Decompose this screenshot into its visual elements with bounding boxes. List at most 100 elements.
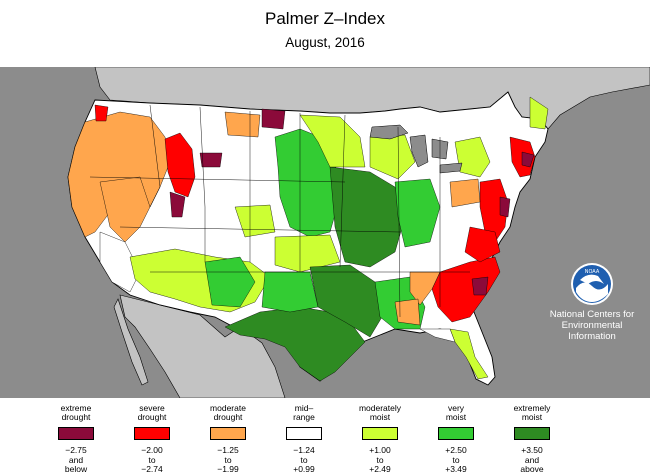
- region-montana-moderate-drought: [224, 111, 261, 138]
- legend-range: −2.00 to −2.74: [114, 445, 190, 475]
- legend-range-line: −2.00: [141, 445, 163, 455]
- legend-swatch: [438, 427, 474, 440]
- legend-range-line: +2.49: [369, 464, 391, 474]
- ncei-line-3: Information: [568, 331, 616, 342]
- baja-peninsula: [113, 298, 149, 386]
- region-northeast-severe-drought: [479, 178, 509, 243]
- region-ohio-valley-very-moist: [394, 178, 441, 248]
- legend-range-line: +0.99: [293, 464, 315, 474]
- legend-label-line: moist: [369, 412, 391, 422]
- region-newmexico-very-moist: [204, 256, 256, 308]
- legend-label: extremely moist: [494, 404, 570, 424]
- region-alabama-moderate-drought: [394, 298, 421, 326]
- legend-label-line: severe: [139, 403, 165, 413]
- legend-label-line: drought: [213, 412, 243, 422]
- legend-label-line: extremely: [513, 403, 551, 413]
- state-borders: [89, 104, 470, 318]
- region-california-white: [99, 231, 141, 293]
- ncei-agency-name: National Centers for Environmental Infor…: [534, 309, 650, 342]
- legend-label: severe drought: [114, 404, 190, 424]
- legend-item: very moist +2.50 to +3.49: [418, 404, 494, 475]
- legend-label-line: extreme: [60, 403, 92, 413]
- legend-range-line: to: [452, 454, 460, 465]
- region-upper-midwest-moderately-moist: [299, 114, 366, 168]
- legend-range: +2.50 to +3.49: [418, 445, 494, 475]
- region-east-texas-extremely-moist: [309, 264, 386, 338]
- legend-label-line: range: [293, 412, 315, 422]
- legend-label-line: drought: [137, 412, 167, 422]
- legend-range-line: −1.25: [217, 445, 239, 455]
- legend-range-line: to: [148, 454, 156, 465]
- legend-range-line: +2.50: [445, 445, 467, 455]
- legend-label: extreme drought: [38, 404, 114, 424]
- region-maine-moderately-moist: [529, 96, 549, 130]
- legend-range-line: −1.99: [217, 464, 239, 474]
- region-colorado-moderately-moist: [234, 204, 276, 238]
- legend-range-line: +3.50: [521, 445, 543, 455]
- legend-range-line: below: [64, 464, 88, 474]
- legend-range-line: −1.24: [293, 445, 315, 455]
- legend-range-line: and: [68, 454, 84, 465]
- legend-swatch: [58, 427, 94, 440]
- legend-swatch: [362, 427, 398, 440]
- legend-range-line: to: [376, 454, 384, 465]
- legend-swatch: [134, 427, 170, 440]
- region-nd-extreme-drought: [261, 108, 286, 130]
- region-wyoming-extreme-drought: [199, 152, 223, 168]
- legend-swatch: [210, 427, 246, 440]
- legend-range-line: +3.49: [445, 464, 467, 474]
- legend-label: moderate drought: [190, 404, 266, 424]
- legend-item: extreme drought −2.75 and below: [38, 404, 114, 475]
- legend-range: +1.00 to +2.49: [342, 445, 418, 475]
- legend-item: mid– range −1.24 to +0.99: [266, 404, 342, 475]
- map-subtitle: August, 2016: [285, 35, 365, 50]
- legend-range-line: and: [524, 454, 540, 465]
- legend-range: −1.25 to −1.99: [190, 445, 266, 475]
- legend-item: extremely moist +3.50 and above: [494, 404, 570, 475]
- legend-swatch: [514, 427, 550, 440]
- legend-item: moderately moist +1.00 to +2.49: [342, 404, 418, 475]
- legend-swatch: [286, 427, 322, 440]
- legend: extreme drought −2.75 and below severe drought…: [0, 398, 650, 475]
- legend-label: moderately moist: [342, 404, 418, 424]
- legend-label-line: moderately: [358, 403, 402, 413]
- noaa-branding: NOAA National Centers for Environmental …: [534, 262, 650, 342]
- legend-label-line: mid–: [294, 403, 314, 413]
- ncei-line-2: Environmental: [561, 320, 623, 331]
- legend-range-line: to: [224, 454, 232, 465]
- region-florida-panhandle-white: [419, 328, 456, 343]
- legend-range-line: above: [520, 464, 544, 474]
- legend-range: −1.24 to +0.99: [266, 445, 342, 475]
- region-oklahoma-very-moist: [261, 271, 319, 313]
- region-idaho-extreme-drought: [169, 191, 186, 218]
- noaa-logo: NOAA: [571, 263, 613, 305]
- legend-label-line: drought: [61, 412, 91, 422]
- mexico-land: [119, 294, 286, 398]
- legend-label: very moist: [418, 404, 494, 424]
- region-midwest-extremely-moist: [329, 166, 406, 268]
- region-sc-extreme-drought: [471, 276, 489, 296]
- legend-label-line: moist: [521, 412, 543, 422]
- region-newengland-extreme-drought: [521, 151, 535, 168]
- region-pennsylvania-moderate-drought: [449, 178, 481, 208]
- legend-range-line: −2.75: [65, 445, 87, 455]
- legend-item: moderate drought −1.25 to −1.99: [190, 404, 266, 475]
- legend-label: mid– range: [266, 404, 342, 424]
- legend-label-line: very: [447, 403, 465, 413]
- legend-range-line: −2.74: [141, 464, 163, 474]
- legend-range: +3.50 and above: [494, 445, 570, 475]
- legend-label-line: moist: [445, 412, 467, 422]
- legend-item: severe drought −2.00 to −2.74: [114, 404, 190, 475]
- ncei-line-1: National Centers for: [549, 309, 635, 320]
- great-lakes: [369, 124, 463, 174]
- region-oregon-moderate-drought: [99, 176, 151, 243]
- region-midatlantic-extreme-drought: [499, 196, 511, 218]
- map-title: Palmer Z–Index: [265, 9, 385, 28]
- region-idaho-severe-drought: [164, 132, 196, 198]
- us-climate-division-map: [0, 67, 650, 398]
- legend-range-line: to: [300, 454, 308, 465]
- region-virginia-severe-drought: [464, 226, 501, 263]
- region-washington-severe-drought: [94, 104, 109, 122]
- noaa-logo-text: NOAA: [585, 269, 600, 275]
- legend-range-line: +1.00: [369, 445, 391, 455]
